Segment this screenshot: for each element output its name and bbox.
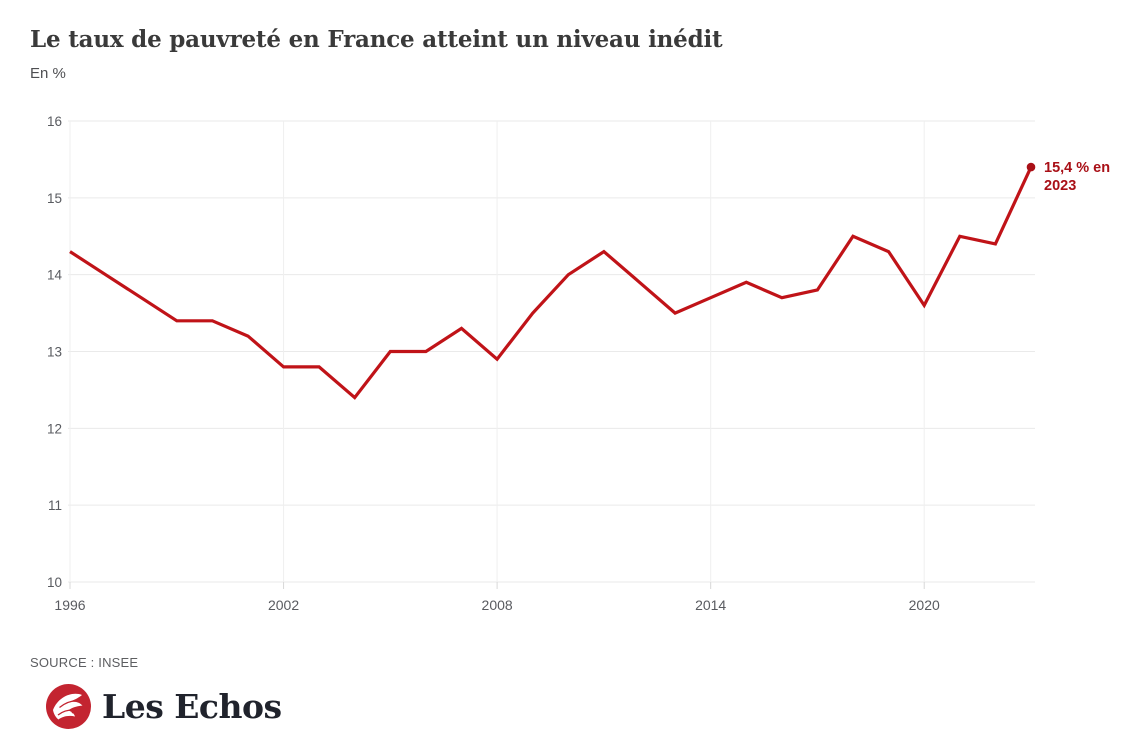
- y-tick-label: 11: [48, 498, 62, 513]
- lesechos-wordmark: Les Echos: [102, 687, 282, 726]
- source-label: SOURCE : INSEE: [30, 655, 139, 670]
- chart-area: 15,4 % en 2023 16 15 14 13 12 11 10 1996 2002 200…: [0, 100, 1136, 630]
- annotation-value: 15,4 % en: [1044, 160, 1110, 176]
- chart-subtitle: En %: [30, 65, 66, 82]
- x-tick-label: 2020: [909, 597, 940, 613]
- y-tick-label: 10: [47, 575, 62, 590]
- annotation-year: 2023: [1044, 178, 1076, 194]
- lesechos-logo: Les Echos: [46, 684, 282, 729]
- poverty-rate-line: [69, 166, 1033, 400]
- x-tick-label: 1996: [54, 597, 85, 613]
- y-tick-label: 13: [47, 345, 62, 360]
- lesechos-emblem-icon: [46, 684, 91, 729]
- x-tick-label: 2008: [482, 597, 513, 613]
- y-tick-label: 15: [47, 191, 62, 206]
- chart-title: Le taux de pauvreté en France atteint un…: [30, 26, 723, 53]
- y-tick-label: 14: [47, 268, 63, 283]
- x-tick-label: 2002: [268, 597, 299, 613]
- x-tick-label: 2014: [695, 597, 726, 613]
- line-chart: 15,4 % en 2023 16 15 14 13 12 11 10 1996 2002 200…: [47, 114, 1110, 613]
- last-point-dot: [1026, 162, 1036, 172]
- y-tick-label: 16: [47, 114, 62, 129]
- y-tick-label: 12: [47, 421, 62, 436]
